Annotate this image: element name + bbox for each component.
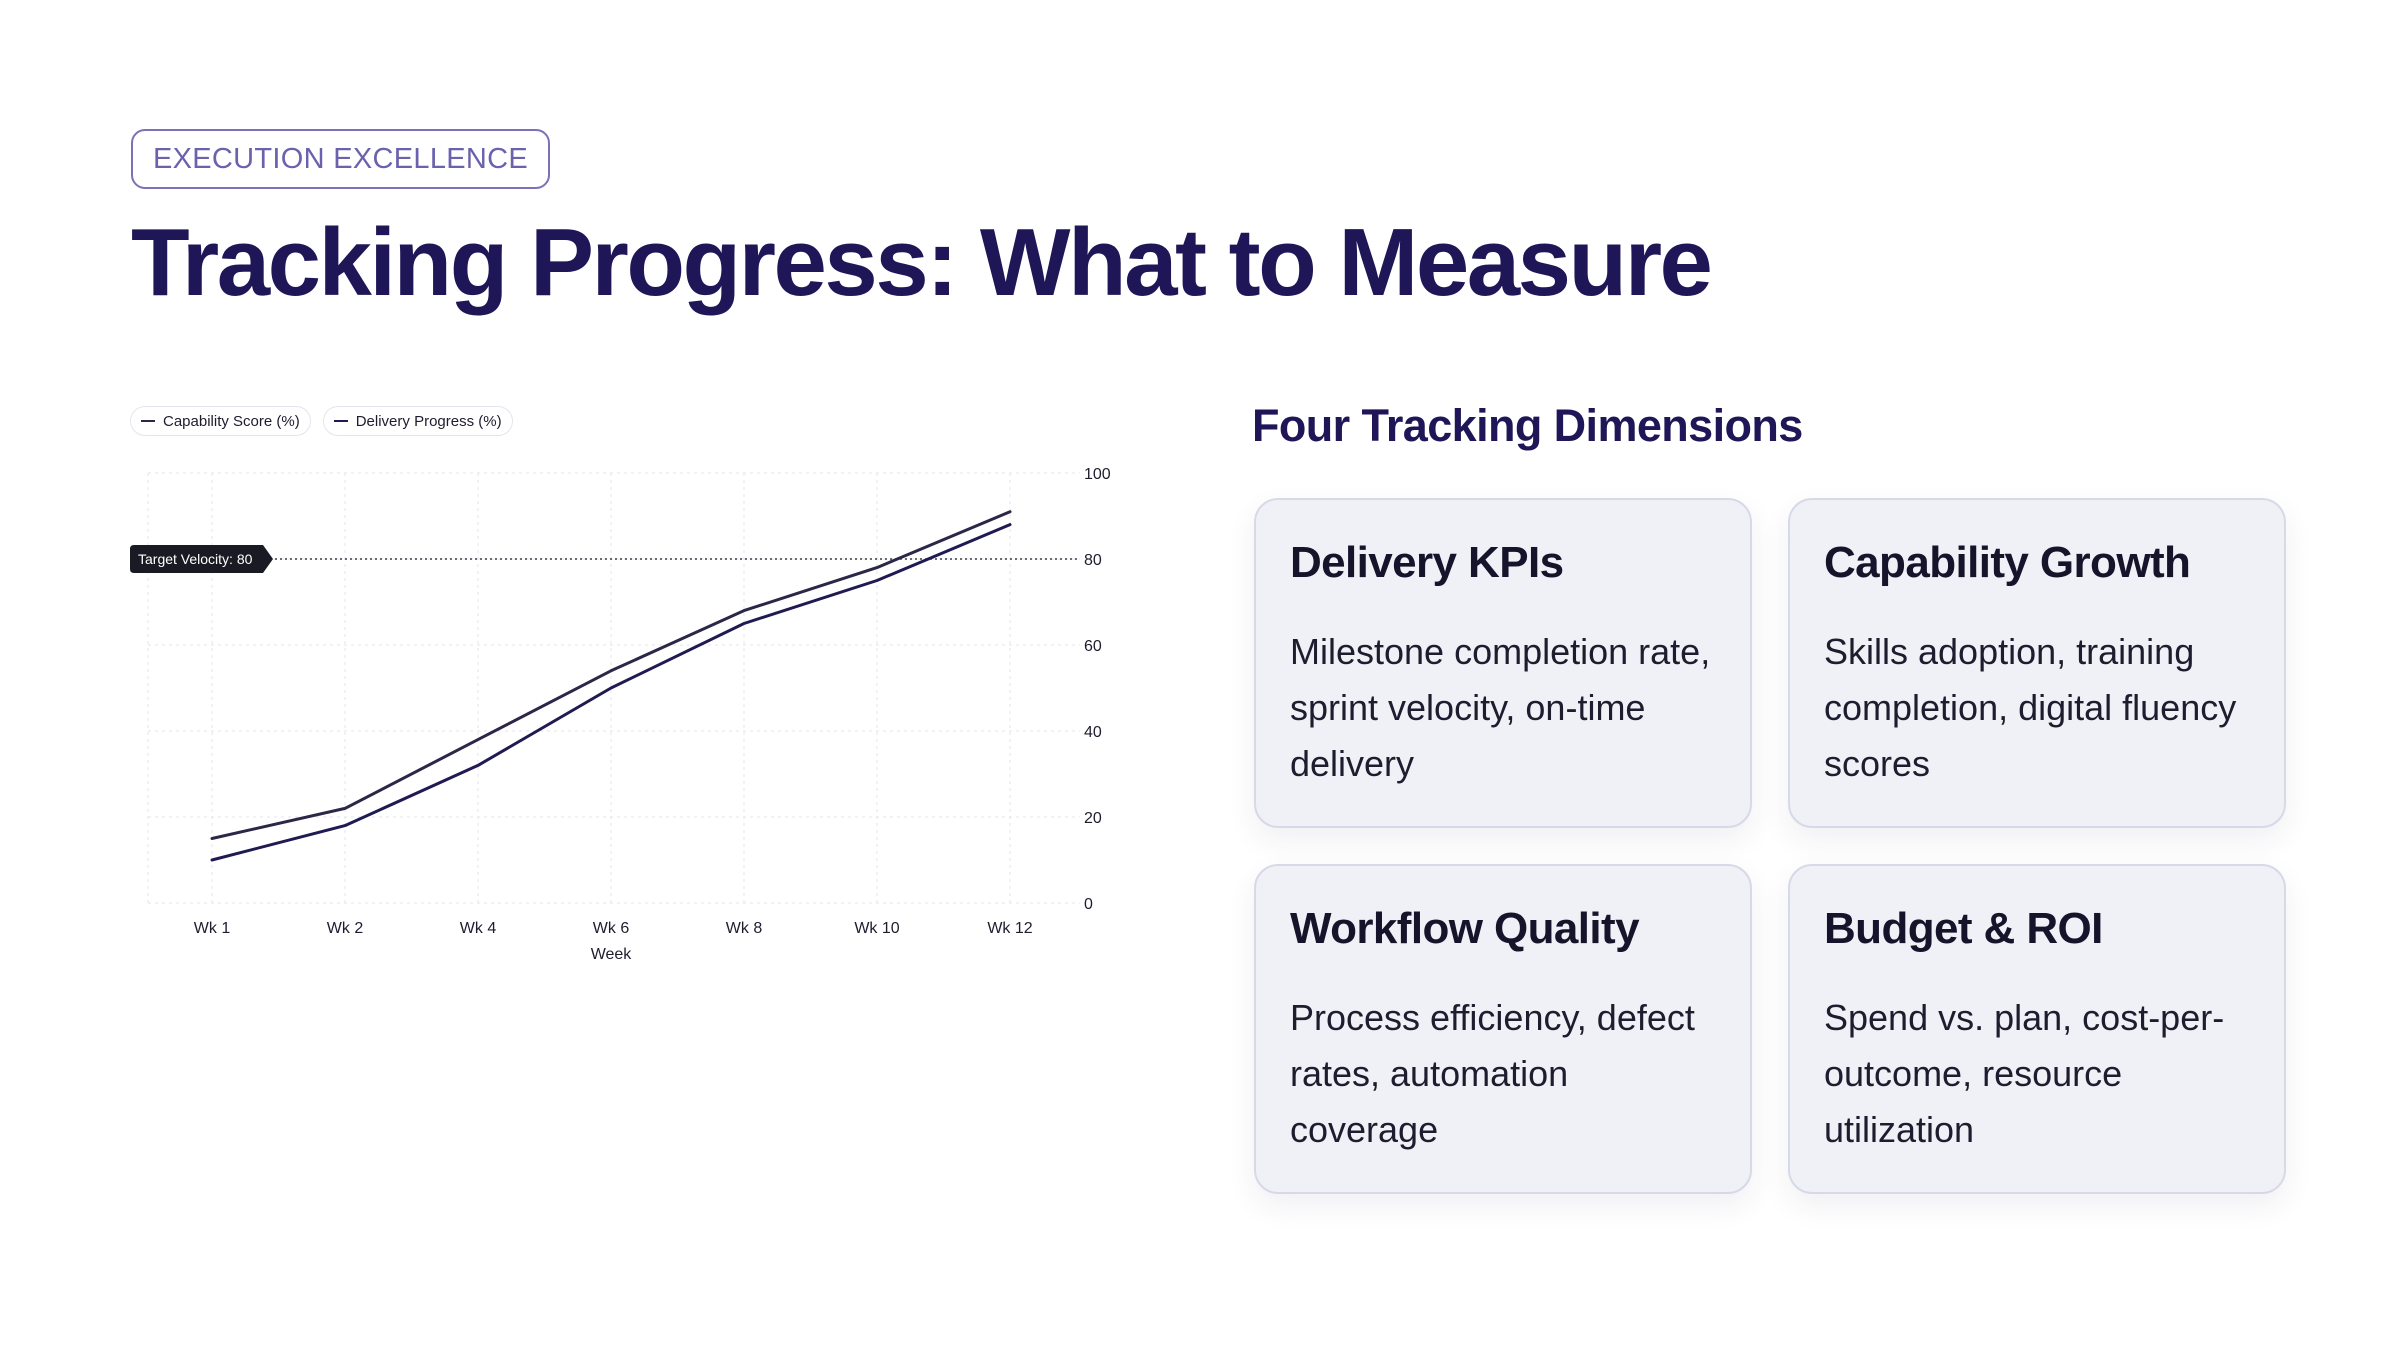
legend-swatch-delivery [333,419,348,423]
section-eyebrow-badge: EXECUTION EXCELLENCE [131,129,551,189]
target-velocity-label: Target Velocity: 80 [138,551,253,567]
dimension-card-capability-growth: Capability Growth Skills adoption, train… [1788,498,2286,828]
card-body: Spend vs. plan, cost-per-outcome, resour… [1824,997,2225,1150]
card-title: Capability Growth [1824,538,2191,587]
x-tick-label: Wk 4 [460,920,497,937]
dimensions-heading: Four Tracking Dimensions [1252,400,1803,451]
legend-label-capability: Capability Score (%) [163,412,300,430]
progress-line-chart: 0 20 40 60 80 100 Wk 1 Wk 2 Wk 4 Wk 6 Wk 8 Wk 10 Wk … [120,395,1120,985]
x-tick-label: Wk 10 [854,920,899,937]
dimension-card-delivery-kpis: Delivery KPIs Milestone completion rate,… [1254,498,1752,828]
series-line-delivery-progress [210,523,1012,862]
y-tick-label: 20 [1084,810,1102,827]
dimension-card-workflow-quality: Workflow Quality Process efficiency, def… [1254,864,1752,1194]
y-tick-label: 0 [1084,896,1093,913]
x-tick-label: Wk 6 [593,920,630,937]
y-tick-label: 40 [1084,724,1102,741]
y-tick-label: 80 [1084,552,1102,569]
legend-label-delivery: Delivery Progress (%) [355,412,502,430]
x-tick-label: Wk 8 [726,920,763,937]
chart-legend: Capability Score (%) Delivery Progress (… [130,406,513,436]
dimension-card-budget-roi: Budget & ROI Spend vs. plan, cost-per-ou… [1788,864,2286,1194]
card-body: Milestone completion rate, sprint veloci… [1290,631,1711,784]
card-body: Skills adoption, training completion, di… [1824,631,2237,784]
legend-swatch-capability [141,419,155,423]
x-axis-label: Week [591,946,633,963]
target-velocity-tag [130,545,273,573]
y-tick-label: 100 [1084,466,1111,483]
card-title: Delivery KPIs [1290,538,1564,587]
card-title: Workflow Quality [1290,904,1640,953]
chart-canvas: 0 20 40 60 80 100 Wk 1 Wk 2 Wk 4 Wk 6 Wk 8 Wk 10 Wk … [130,466,1111,963]
x-tick-label: Wk 2 [327,920,364,937]
legend-item-capability[interactable]: Capability Score (%) [130,406,311,436]
series-line-capability-score [210,510,1012,840]
legend-item-delivery[interactable]: Delivery Progress (%) [322,406,513,436]
x-tick-label: Wk 1 [194,920,231,937]
y-tick-label: 60 [1084,638,1102,655]
x-tick-label: Wk 12 [987,920,1032,937]
card-title: Budget & ROI [1824,904,2103,953]
slide-title: Tracking Progress: What to Measure [131,209,1713,316]
card-body: Process efficiency, defect rates, automa… [1290,997,1695,1150]
